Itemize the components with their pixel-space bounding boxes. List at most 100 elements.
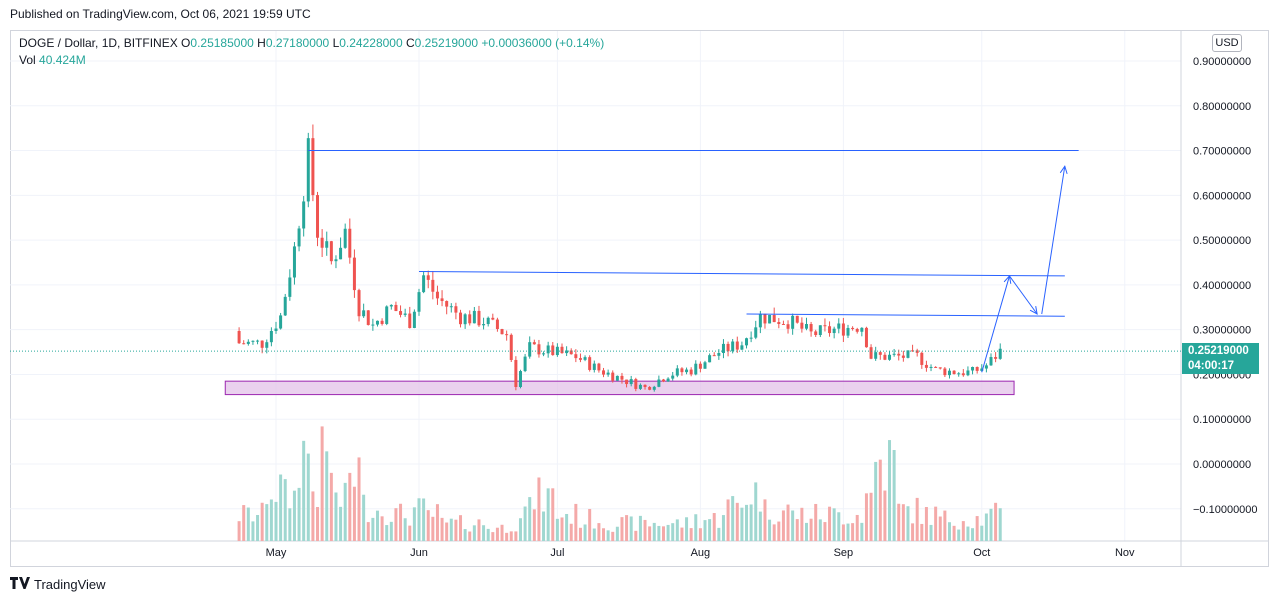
volume-bar — [851, 523, 855, 541]
footer-brand[interactable]: TradingView — [34, 577, 106, 592]
volume-bar — [694, 514, 698, 541]
volume-bar — [454, 519, 458, 541]
candle-body — [334, 259, 338, 262]
candle-body — [542, 353, 546, 355]
footer: TradingView — [10, 577, 106, 592]
volume-bar — [449, 518, 453, 541]
candle-body — [375, 320, 379, 325]
volume-bar — [518, 518, 522, 541]
volume-bar — [288, 508, 292, 541]
volume-bar — [777, 521, 781, 541]
y-tick-label: 0.00000000 — [1193, 459, 1251, 471]
candle-body — [454, 306, 458, 313]
volume-bar — [906, 506, 910, 541]
volume-bar — [952, 525, 956, 541]
volume-bar — [934, 506, 938, 541]
volume-bar — [371, 517, 375, 541]
candle-body — [878, 352, 882, 355]
candle-body — [242, 343, 246, 345]
volume-bar — [763, 499, 767, 541]
volume-bar — [606, 530, 610, 541]
currency-button[interactable]: USD — [1212, 34, 1242, 52]
candle-body — [980, 368, 984, 371]
volume-bar — [542, 511, 546, 541]
candle-body — [694, 363, 698, 375]
candle-body — [768, 315, 772, 324]
volume-bar — [302, 440, 306, 541]
volume-bar — [242, 505, 246, 541]
volume-bar — [625, 515, 629, 541]
candle-body — [560, 346, 564, 354]
candle-body — [251, 340, 255, 342]
candle-body — [675, 368, 679, 376]
volume-bar — [901, 504, 905, 541]
volume-bar — [726, 499, 730, 541]
candle-body — [311, 138, 315, 196]
volume-bar — [929, 524, 933, 541]
volume-bar — [325, 451, 329, 541]
volume-bar — [385, 525, 389, 541]
candle-body — [611, 372, 615, 381]
candle-body — [629, 379, 633, 385]
candle-body — [864, 327, 868, 348]
volume-bar — [468, 531, 472, 541]
volume-bar — [786, 504, 790, 541]
candle-body — [832, 328, 836, 334]
volume-bar — [980, 525, 984, 541]
volume-bar — [588, 508, 592, 541]
candle-body — [652, 386, 656, 390]
volume-bar — [412, 507, 416, 541]
candle-body — [809, 324, 813, 332]
volume-bar — [671, 523, 675, 541]
x-tick-label: Jul — [550, 547, 564, 559]
candle-body — [283, 296, 287, 316]
chart-frame[interactable] — [10, 30, 1269, 567]
candle-body — [666, 378, 670, 382]
candle-body — [523, 356, 527, 372]
volume-bar — [403, 518, 407, 541]
candle-body — [440, 298, 444, 302]
candle-body — [661, 379, 665, 382]
candle-body — [518, 371, 522, 388]
candle-body — [532, 342, 536, 345]
volume-bar — [818, 519, 822, 541]
volume-bar — [495, 527, 499, 541]
candle-body — [265, 342, 269, 348]
candle-body — [274, 328, 278, 331]
volume-bar — [648, 526, 652, 541]
candle-body — [777, 322, 781, 324]
volume-bar — [297, 487, 301, 541]
candle-body — [237, 331, 241, 344]
volume-bar — [343, 482, 347, 541]
candle-body — [472, 310, 476, 324]
volume-bar — [943, 510, 947, 541]
volume-bar — [265, 504, 269, 541]
candle-body — [459, 312, 463, 325]
candle-body — [952, 370, 956, 375]
volume-bar — [652, 522, 656, 541]
arrow-head — [1059, 165, 1068, 175]
candle-body — [574, 354, 578, 359]
candle-body — [828, 326, 832, 334]
candle-body — [385, 306, 389, 324]
volume-bar — [320, 426, 324, 541]
candle-body — [634, 379, 638, 389]
candle-body — [431, 279, 435, 292]
volume-bar — [768, 519, 772, 541]
candle-body — [892, 353, 896, 355]
candle-body — [348, 228, 352, 258]
candle-body — [920, 352, 924, 365]
legend-close-label: C — [406, 36, 415, 50]
projection-arrow — [1041, 166, 1066, 315]
volume-bar — [661, 526, 665, 541]
candle-body — [417, 292, 421, 312]
chart-legend: DOGE / Dollar, 1D, BITFINEX O0.25185000 … — [19, 35, 604, 69]
candle-body — [279, 315, 283, 329]
volume-bar — [911, 523, 915, 541]
tradingview-logo-icon[interactable] — [10, 577, 30, 592]
volume-bar — [592, 528, 596, 541]
candle-body — [297, 228, 301, 247]
candle-body — [911, 350, 915, 352]
candle-body — [915, 350, 919, 353]
